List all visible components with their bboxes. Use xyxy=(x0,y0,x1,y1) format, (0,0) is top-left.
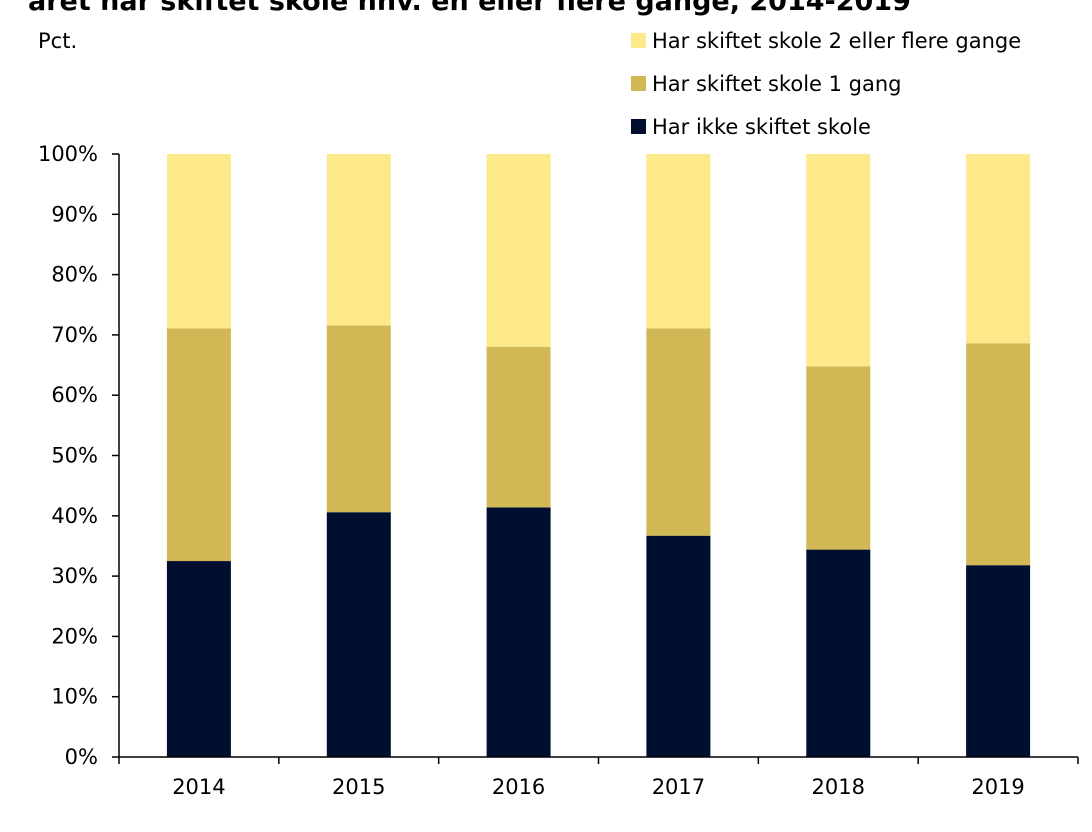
x-tick-label-2016: 2016 xyxy=(492,775,545,799)
x-tick-label-2017: 2017 xyxy=(652,775,705,799)
y-tick-label: 20% xyxy=(51,624,98,648)
y-tick-label: 0% xyxy=(65,745,98,769)
legend: Har skiftet skole 2 eller flere gange Har… xyxy=(631,29,1021,139)
bar-segment-2014-series-1 xyxy=(166,328,231,562)
bar-segment-2017-series-0 xyxy=(646,535,711,757)
bar-segment-2016-series-0 xyxy=(486,507,551,757)
bars xyxy=(166,154,1031,757)
y-tick-label: 60% xyxy=(51,383,98,407)
bar-segment-2018-series-0 xyxy=(806,549,871,757)
legend-swatch xyxy=(631,33,646,48)
x-tick-label-2014: 2014 xyxy=(172,775,225,799)
bar-segment-2015-series-2 xyxy=(326,154,391,326)
x-tick-label-2015: 2015 xyxy=(332,775,385,799)
bar-segment-2017-series-1 xyxy=(646,328,711,536)
legend-label: Har skiftet skole 1 gang xyxy=(652,72,902,96)
bar-segment-2015-series-1 xyxy=(326,325,391,513)
y-tick-label: 100% xyxy=(38,142,98,166)
y-tick-label: 50% xyxy=(51,444,98,468)
bar-segment-2014-series-2 xyxy=(166,154,231,329)
y-tick-label: 30% xyxy=(51,564,98,588)
bar-segment-2016-series-1 xyxy=(486,347,551,508)
legend-label: Har ikke skiftet skole xyxy=(652,115,871,139)
y-axis-label: Pct. xyxy=(38,29,77,53)
bar-segment-2017-series-2 xyxy=(646,154,711,329)
bar-segment-2019-series-2 xyxy=(966,154,1031,344)
legend-swatch xyxy=(631,119,646,134)
legend-label: Har skiftet skole 2 eller flere gange xyxy=(652,29,1021,53)
bar-segment-2019-series-0 xyxy=(966,565,1031,757)
bar-segment-2015-series-0 xyxy=(326,512,391,757)
x-axis: 2014 2015 2016 2017 2018 2019 xyxy=(118,756,1079,799)
bar-segment-2019-series-1 xyxy=(966,343,1031,566)
y-tick-label: 80% xyxy=(51,263,98,287)
x-tick-label-2019: 2019 xyxy=(971,775,1024,799)
y-tick-label: 10% xyxy=(51,685,98,709)
bar-segment-2018-series-2 xyxy=(806,154,871,367)
y-tick-label: 70% xyxy=(51,323,98,347)
legend-swatch xyxy=(631,76,646,91)
chart-title: året har skiftet skole hhv. én eller fle… xyxy=(28,0,911,17)
bar-segment-2016-series-2 xyxy=(486,154,551,347)
x-tick-label-2018: 2018 xyxy=(812,775,865,799)
bar-segment-2018-series-1 xyxy=(806,366,871,550)
y-tick-label: 90% xyxy=(51,202,98,226)
bar-segment-2014-series-0 xyxy=(166,561,231,757)
y-tick-label: 40% xyxy=(51,504,98,528)
y-axis: 0% 10% 20% 30% 40% 50% 60% 70% 80% 90% 100% xyxy=(38,142,120,769)
